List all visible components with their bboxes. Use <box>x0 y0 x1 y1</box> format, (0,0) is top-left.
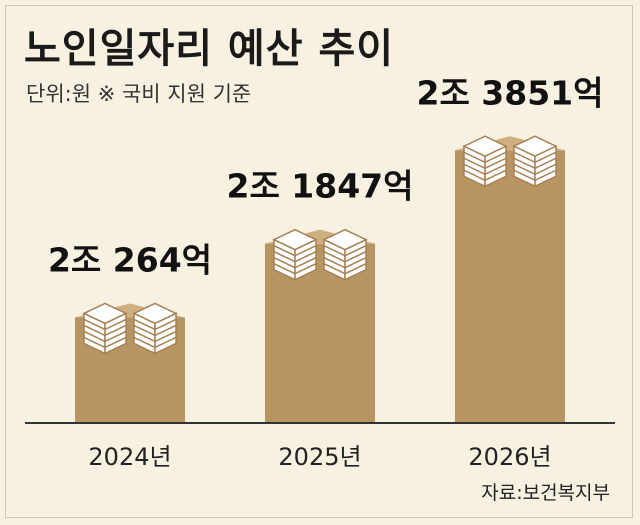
chart-frame <box>5 5 633 518</box>
paper-right-face <box>344 238 367 281</box>
paper-sheet-line <box>83 324 127 337</box>
value-label: 2조 1847억 <box>226 167 413 206</box>
paper-sheet-line <box>323 262 367 275</box>
paper-sheet-line <box>463 157 507 170</box>
bar-2026년 <box>455 150 565 423</box>
chart-subtitle: 단위:원 ※ 국비 지원 기준 <box>26 82 252 106</box>
paper-right-face <box>534 145 557 188</box>
labels-group: 2조 264억 2024년 2조 1847억 2025년 2조 3851억 2026년 <box>48 73 604 471</box>
paper-stack-0-b <box>132 302 178 355</box>
paper-sheet-line <box>133 336 177 349</box>
paper-sheet-line <box>273 250 317 263</box>
paper-sheet-line <box>513 169 557 182</box>
paper-sheet-line <box>463 151 507 164</box>
paper-sheet-line <box>513 163 557 176</box>
paper-stack-0-a <box>82 302 128 355</box>
paper-sheet-line <box>273 244 317 257</box>
bars-group <box>75 135 565 423</box>
paper-right-face <box>104 312 127 355</box>
paper-sheet-line <box>83 318 127 331</box>
paper-stack-2-b <box>512 135 558 188</box>
paper-right-face <box>294 238 317 281</box>
paper-sheet-line <box>323 244 367 257</box>
category-label: 2026년 <box>468 443 551 471</box>
paper-right-face <box>484 145 507 188</box>
paper-sheet-line <box>273 256 317 269</box>
paper-sheet-line <box>513 157 557 170</box>
paper-stack-1-b <box>322 228 368 281</box>
paper-sheet-line <box>323 256 367 269</box>
paper-right-face <box>154 312 177 355</box>
paper-sheet-line <box>133 330 177 343</box>
value-label: 2조 264억 <box>48 240 212 279</box>
paper-stack-2-a <box>462 135 508 188</box>
source-note: 자료:보건복지부 <box>481 482 610 504</box>
paper-sheet-line <box>133 318 177 331</box>
value-label: 2조 3851억 <box>416 73 603 112</box>
paper-stack-1-a <box>272 228 318 281</box>
paper-sheet-line <box>83 336 127 349</box>
paper-sheet-line <box>463 169 507 182</box>
category-label: 2024년 <box>88 443 171 471</box>
paper-sheet-line <box>323 250 367 263</box>
paper-sheet-line <box>513 151 557 164</box>
paper-sheet-line <box>83 330 127 343</box>
paper-sheet-line <box>463 163 507 176</box>
paper-sheet-line <box>273 262 317 275</box>
category-label: 2025년 <box>278 443 361 471</box>
paper-sheet-line <box>133 324 177 337</box>
chart-title: 노인일자리 예산 추이 <box>24 26 395 72</box>
